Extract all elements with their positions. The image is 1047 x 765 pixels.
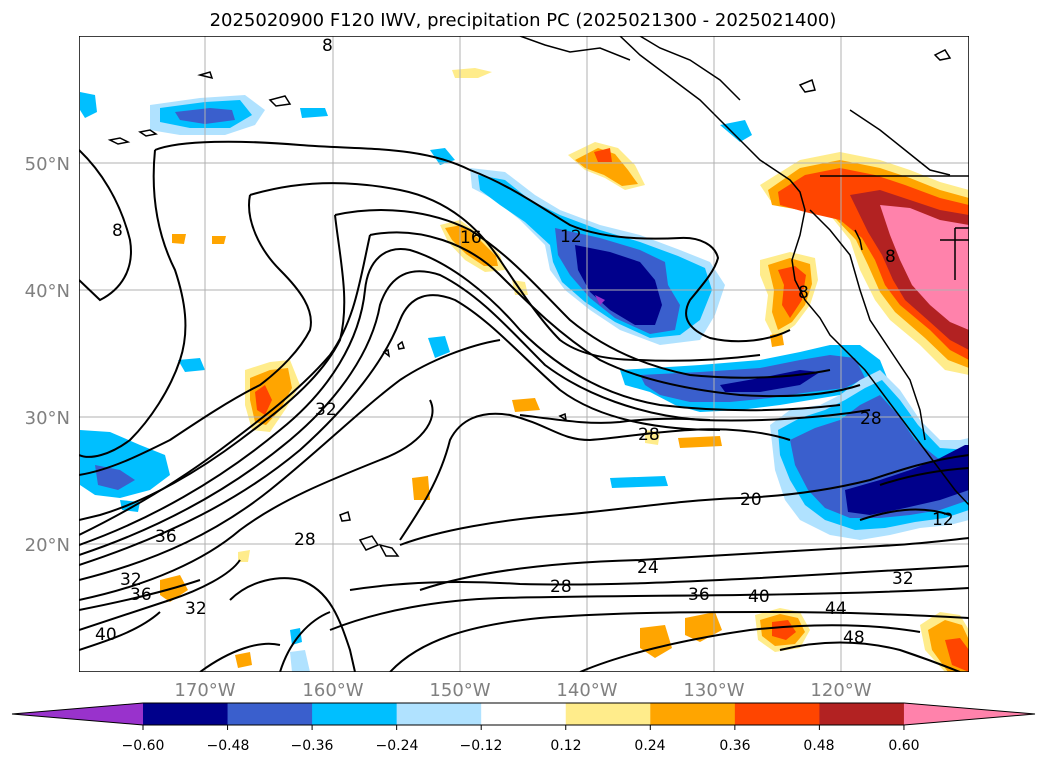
colorbar-swatch bbox=[143, 703, 229, 725]
colorbar-tick: 0.60 bbox=[888, 738, 919, 754]
contour-label: 32 bbox=[120, 570, 142, 590]
contour-label: 32 bbox=[315, 400, 337, 420]
contour-label: 8 bbox=[322, 36, 333, 56]
colorbar-tick: 0.24 bbox=[634, 738, 665, 754]
contour-label: 36 bbox=[155, 527, 177, 547]
lat-label: 40°N bbox=[25, 281, 70, 302]
contour-label: 28 bbox=[294, 530, 316, 550]
contour-label: 12 bbox=[932, 510, 954, 530]
contour-labels: 8 16 12 8 8 8 32 28 28 28 20 36 28 32 36… bbox=[95, 36, 954, 648]
contour-label: 20 bbox=[740, 490, 762, 510]
colorbar-extend-min bbox=[12, 703, 143, 725]
contour-label: 8 bbox=[112, 221, 123, 241]
lon-label: 170°W bbox=[174, 680, 235, 701]
contour-label: 12 bbox=[560, 227, 582, 247]
colorbar-tick: −0.60 bbox=[122, 738, 165, 754]
latitude-labels: 50°N 40°N 30°N 20°N bbox=[25, 154, 70, 556]
colorbar-swatch bbox=[312, 703, 398, 725]
lat-label: 30°N bbox=[25, 408, 70, 429]
colorbar-swatch bbox=[396, 703, 482, 725]
colorbar-extend-max bbox=[903, 703, 1035, 725]
colorbar-tick: −0.24 bbox=[376, 738, 419, 754]
colorbar-swatch bbox=[227, 703, 313, 725]
negative-precip-areas bbox=[80, 92, 969, 672]
contour-label: 44 bbox=[825, 599, 847, 619]
lon-label: 120°W bbox=[810, 680, 871, 701]
contour-label: 24 bbox=[637, 558, 659, 578]
contour-label: 36 bbox=[130, 585, 152, 605]
contour-label: 40 bbox=[95, 625, 117, 645]
colorbar-tick: −0.12 bbox=[460, 738, 503, 754]
colorbar-tick-labels: −0.60 −0.48 −0.36 −0.24 −0.12 0.12 0.24 … bbox=[122, 738, 920, 754]
contour-label: 32 bbox=[185, 599, 207, 619]
colorbar-tick: −0.48 bbox=[207, 738, 250, 754]
colorbar-swatch bbox=[650, 703, 736, 725]
colorbar-tick: 0.48 bbox=[803, 738, 834, 754]
contour-label: 36 bbox=[688, 585, 710, 605]
contour-label: 48 bbox=[843, 628, 865, 648]
colorbar bbox=[11, 702, 1036, 730]
map-panel: 8 16 12 8 8 8 32 28 28 28 20 36 28 32 36… bbox=[79, 36, 969, 672]
contour-label: 32 bbox=[892, 569, 914, 589]
colorbar-swatch bbox=[819, 703, 905, 725]
lon-label: 160°W bbox=[302, 680, 363, 701]
lon-label: 150°W bbox=[429, 680, 490, 701]
colorbar-swatch bbox=[481, 703, 567, 725]
contour-label: 28 bbox=[638, 425, 660, 445]
positive-precip-areas bbox=[160, 68, 969, 672]
coastlines bbox=[107, 36, 969, 557]
contour-label: 28 bbox=[860, 409, 882, 429]
longitude-labels: 170°W 160°W 150°W 140°W 130°W 120°W bbox=[174, 680, 871, 701]
colorbar-tick: −0.36 bbox=[291, 738, 334, 754]
lon-label: 140°W bbox=[556, 680, 617, 701]
lat-label: 20°N bbox=[25, 535, 70, 556]
colorbar-swatch bbox=[734, 703, 820, 725]
contour-label: 28 bbox=[550, 577, 572, 597]
map-title: 2025020900 F120 IWV, precipitation PC (2… bbox=[210, 10, 837, 31]
contour-label: 40 bbox=[748, 587, 770, 607]
contour-label: 8 bbox=[885, 247, 896, 267]
colorbar-tick: 0.36 bbox=[719, 738, 750, 754]
contour-label: 8 bbox=[798, 283, 809, 303]
contour-label: 16 bbox=[460, 228, 482, 248]
colorbar-swatch bbox=[565, 703, 651, 725]
lat-label: 50°N bbox=[25, 154, 70, 175]
iwv-contours bbox=[79, 140, 969, 672]
lon-label: 130°W bbox=[683, 680, 744, 701]
colorbar-tick: 0.12 bbox=[550, 738, 581, 754]
